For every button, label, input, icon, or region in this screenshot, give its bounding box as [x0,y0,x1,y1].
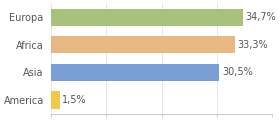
Bar [51,9,242,26]
Bar [51,36,235,53]
Text: 1,5%: 1,5% [62,95,87,105]
Bar [51,91,60,108]
Text: 30,5%: 30,5% [222,67,253,77]
Bar [51,64,220,81]
Text: 33,3%: 33,3% [238,40,268,50]
Text: 34,7%: 34,7% [245,12,276,22]
